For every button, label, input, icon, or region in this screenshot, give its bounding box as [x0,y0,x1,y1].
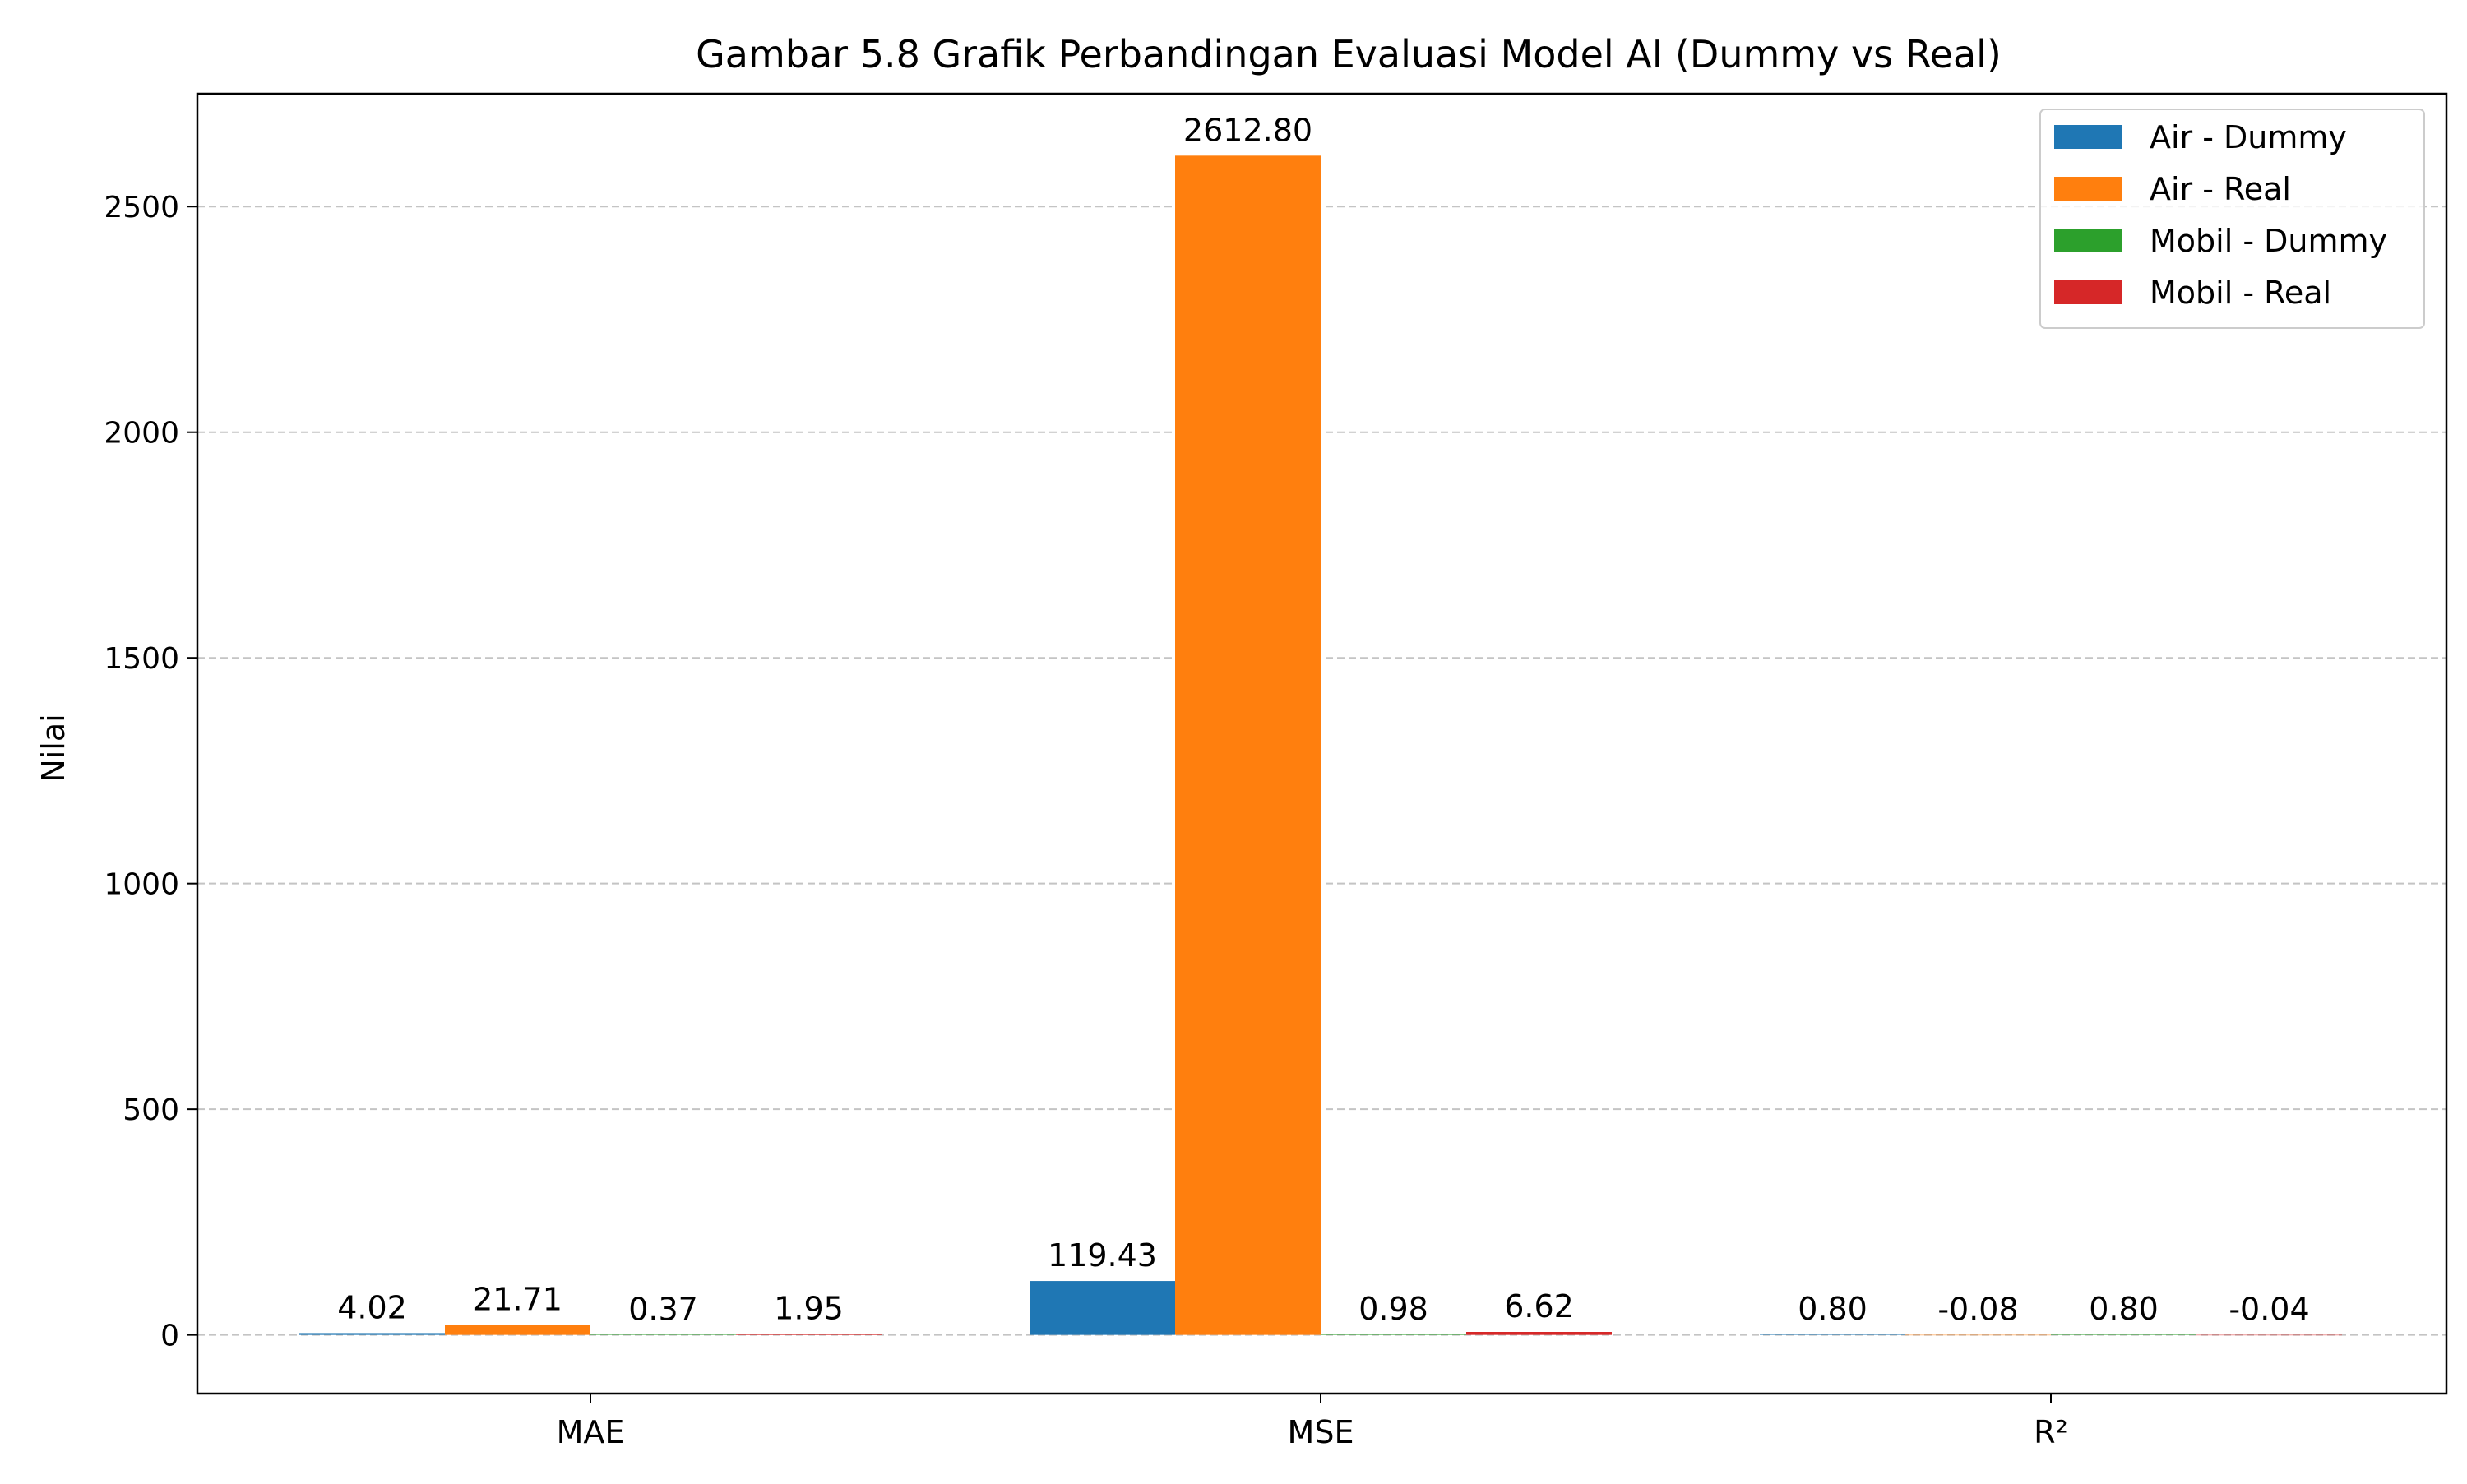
legend-box [2039,109,2425,329]
bar-value-label: 0.98 [1358,1291,1428,1327]
bar [2051,1334,2196,1335]
legend-swatch [2054,125,2122,149]
y-axis-label: Nilai [35,714,72,782]
y-tick-label: 0 [160,1320,179,1353]
bar [590,1334,736,1335]
bar [2196,1334,2342,1336]
y-tick-label: 2500 [104,191,179,224]
bar-value-label: 119.43 [1048,1237,1157,1274]
bar-value-label: -0.04 [2229,1292,2309,1328]
x-axis: MAE MSE R² [557,1394,2068,1450]
bar-value-label: -0.08 [1937,1292,2018,1328]
plot-frame [196,92,2448,1395]
x-tick-label: MAE [557,1414,625,1450]
legend: Air - Dummy Air - Real Mobil - Dummy Mobil … [2039,109,2425,329]
y-axis: 0 500 1000 1500 2000 2500 [104,191,197,1353]
legend-swatch [2054,229,2122,252]
legend-label: Mobil - Real [2150,275,2331,311]
bars [299,155,2342,1336]
legend-label: Mobil - Dummy [2150,223,2387,259]
bar [299,1333,445,1335]
y-tick-label: 500 [123,1093,179,1127]
bar-value-label: 2612.80 [1183,112,1312,148]
bar [1466,1332,1612,1335]
y-tick-label: 1500 [104,642,179,676]
bar-value-label: 4.02 [337,1289,407,1325]
bar-value-label: 0.80 [1798,1291,1868,1327]
x-tick-label: MSE [1288,1414,1354,1450]
bar [1175,155,1321,1335]
legend-swatch [2054,177,2122,201]
bar [1905,1334,2051,1336]
chart-title: Gambar 5.8 Grafik Perbandingan Evaluasi … [696,32,2002,76]
x-tick-label: R² [2034,1414,2068,1450]
legend-label: Air - Dummy [2150,119,2347,155]
bar [1321,1334,1466,1335]
bar-value-label: 0.80 [2089,1291,2159,1327]
y-tick-label: 2000 [104,417,179,451]
bar-value-label: 21.71 [473,1282,562,1318]
bar-value-label: 1.95 [774,1291,844,1327]
y-tick-label: 1000 [104,868,179,902]
bar [1760,1334,1905,1335]
bar [1030,1281,1175,1335]
bar-value-label: 6.62 [1504,1288,1574,1325]
bar-labels: 4.02 21.71 0.37 1.95 119.43 2612.80 0.98 6.62 0.… [337,112,2309,1327]
bar-value-label: 0.37 [628,1291,698,1327]
legend-label: Air - Real [2150,171,2291,207]
bar [445,1325,590,1335]
bar [736,1334,882,1335]
legend-swatch [2054,280,2122,304]
